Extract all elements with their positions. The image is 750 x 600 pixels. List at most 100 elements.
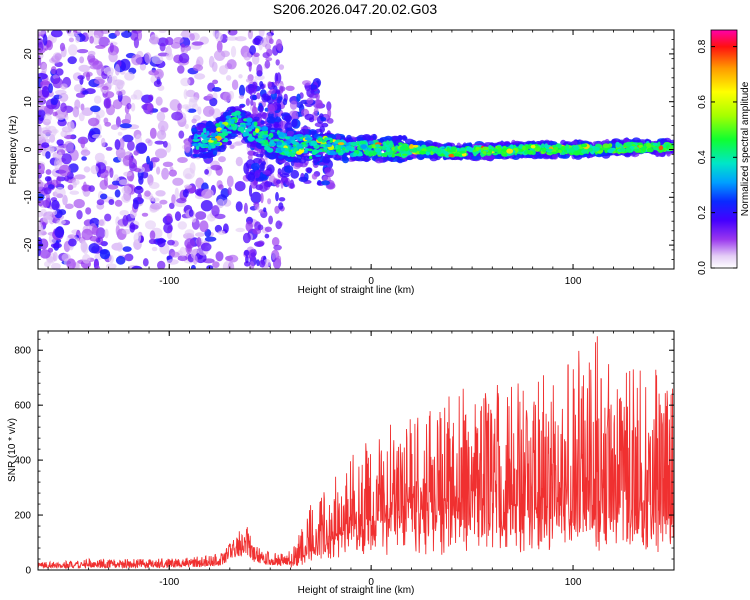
spectrogram-cell	[262, 170, 271, 175]
spectrogram-cell	[230, 119, 236, 122]
spectrogram-cell	[161, 167, 170, 180]
spectrogram-cell	[45, 169, 52, 175]
spectrogram-cell	[310, 130, 316, 136]
spectrogram-cell	[253, 116, 260, 122]
spectrogram-cell	[350, 141, 358, 146]
spectrogram-cell	[226, 59, 237, 70]
spectrogram-cell	[250, 191, 262, 204]
spectrogram-cell	[94, 265, 101, 269]
spectrogram-cell	[107, 184, 119, 190]
spectrogram-cell	[257, 112, 262, 119]
spectrogram-cell	[145, 220, 156, 230]
snr-x-axis: -100 0 100	[47, 331, 675, 588]
spectrogram-cell	[252, 94, 258, 101]
spectrogram-cell	[90, 105, 101, 113]
spectrogram-cell	[325, 137, 333, 141]
spectrogram-cell	[282, 98, 288, 106]
spectrogram-cell	[189, 96, 199, 103]
x-tick-label: 100	[565, 276, 582, 287]
spectrogram-cell	[186, 233, 193, 239]
spectrogram-cell	[195, 232, 205, 237]
spectrogram-cell	[150, 202, 163, 210]
spectrogram-cell	[381, 153, 388, 157]
spectrogram-cell	[38, 46, 43, 54]
spectrogram-cell	[210, 137, 217, 141]
spectrogram-cell	[209, 97, 218, 107]
spectrogram-cell	[263, 207, 267, 213]
spectrogram-cell	[58, 92, 69, 102]
spectrogram-cell	[184, 142, 191, 154]
spectrogram-cell	[215, 123, 221, 128]
spectrogram-cell	[291, 118, 298, 128]
spectrogram-cell	[472, 149, 477, 153]
spectrogram-cell	[475, 146, 480, 151]
spectrogram-cell	[488, 149, 493, 154]
spectrogram-cell	[133, 232, 142, 244]
spectrogram-cell	[105, 263, 117, 269]
spectrogram-cell	[465, 142, 473, 148]
spectrogram-cell	[525, 147, 529, 151]
spectrogram-cell	[119, 210, 129, 216]
spectrogram-cell	[156, 129, 167, 140]
spectrogram-cell	[153, 80, 162, 87]
colorbar-tick-label: 0.4	[697, 150, 708, 164]
x-tick-label: 0	[368, 577, 374, 588]
spectrogram-cell	[156, 166, 161, 175]
spectrogram-cell	[76, 49, 89, 54]
spectrogram-cell	[243, 202, 248, 214]
spectrogram-cell	[253, 52, 260, 57]
spectrogram-cell	[245, 255, 249, 264]
spectrogram-cell	[633, 148, 640, 152]
spectrogram-cell	[497, 147, 501, 154]
spectrogram-cell	[497, 145, 501, 149]
spectrogram-cell	[563, 149, 567, 153]
spectrogram-cell	[197, 142, 202, 147]
spectrogram-cell	[315, 154, 322, 157]
spectrogram-cell	[625, 141, 633, 147]
spectrogram-cell	[87, 50, 96, 57]
spectrogram-cell	[259, 105, 264, 113]
spectrogram-cell	[250, 124, 255, 130]
x-tick-label: -100	[159, 577, 179, 588]
spectrogram-cell	[149, 34, 160, 46]
x-tick-label: 0	[368, 276, 374, 287]
spectrogram-cell	[118, 30, 126, 33]
spectrogram-cell	[94, 78, 106, 85]
spectrogram-cell	[326, 101, 332, 111]
spectrogram-cell	[580, 143, 588, 148]
spectrogram-cell	[208, 55, 215, 68]
spectrogram-cell	[267, 104, 276, 115]
spectrogram-cell	[238, 74, 243, 79]
spectrogram-cell	[284, 136, 291, 140]
spectrogram-cell	[255, 128, 260, 133]
spectrogram-cell	[484, 154, 495, 161]
spectrogram-cell	[607, 148, 614, 154]
spectrogram-cell	[270, 129, 276, 133]
spectrogram-cell	[238, 95, 245, 99]
spectrogram-cell	[41, 142, 50, 149]
spectrogram-cell	[271, 237, 280, 247]
spectrogram-cell	[217, 230, 226, 235]
spectrogram-cell	[197, 134, 202, 137]
spectrogram-cell	[129, 175, 134, 182]
spectrogram-cell	[144, 52, 152, 64]
spectrogram-cell	[315, 128, 323, 133]
spectrogram-cell	[229, 144, 235, 150]
spectrogram-cell	[187, 108, 197, 113]
spectrogram-cell	[210, 164, 222, 171]
spectrogram-cell	[298, 176, 308, 182]
spectrogram-cell	[196, 237, 202, 248]
spectrogram-cell	[183, 89, 188, 100]
spectrogram-cell	[201, 139, 209, 144]
spectrogram-cell	[134, 168, 142, 173]
spectrogram-cell	[243, 51, 252, 61]
spectrogram-cell	[302, 80, 312, 86]
spectrogram-cell	[67, 32, 78, 37]
spectrogram-cell	[364, 149, 370, 156]
spectrogram-cell	[278, 197, 286, 202]
spectrogram-cell	[611, 147, 616, 151]
spectrogram-cell	[290, 169, 300, 179]
spectrogram-cell	[269, 139, 274, 145]
spectrogram-cell	[289, 100, 298, 110]
spectrogram-cell	[237, 115, 242, 119]
